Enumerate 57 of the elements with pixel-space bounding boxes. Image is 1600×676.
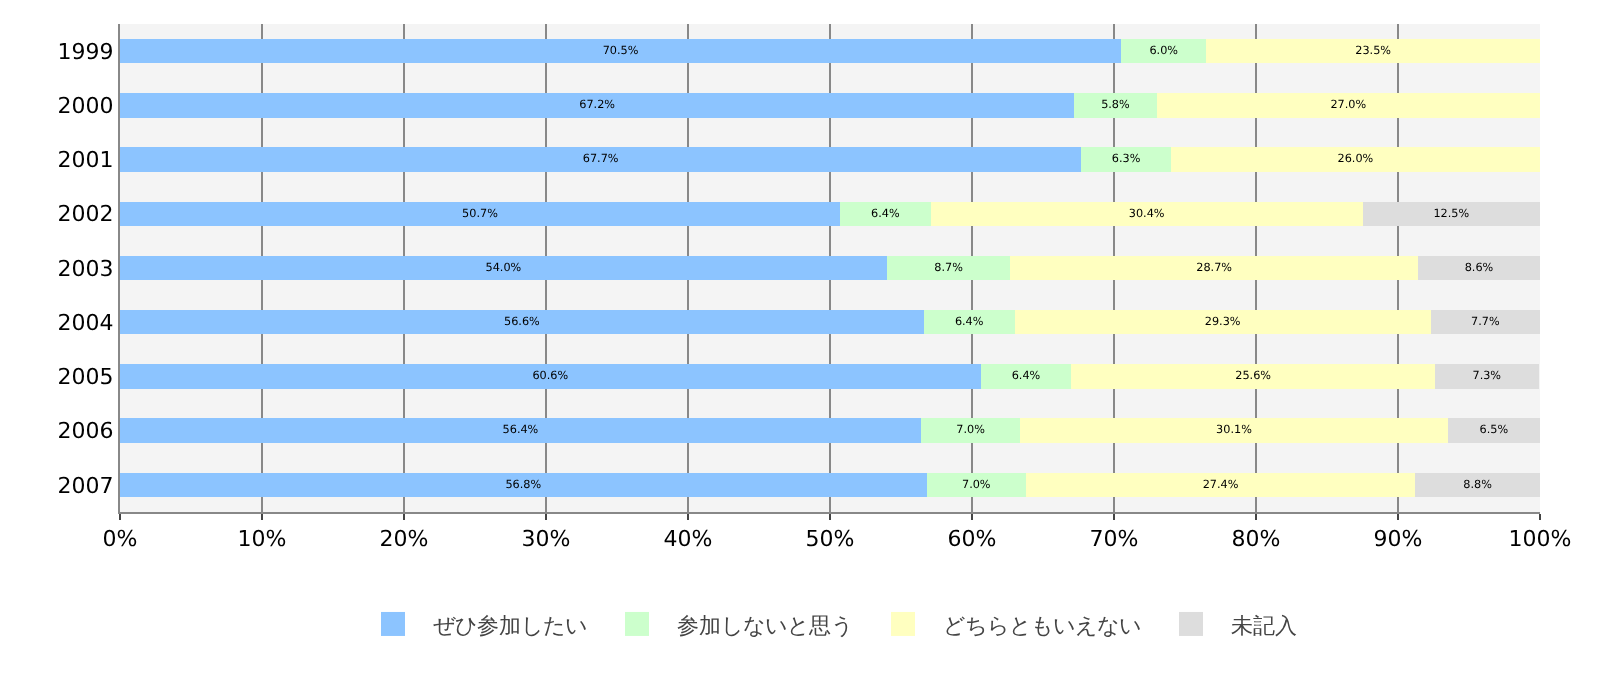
x-tick-label: 50% (805, 526, 855, 553)
bar (1081, 147, 1171, 172)
bar (1156, 93, 1540, 118)
x-tick-label: 0% (102, 526, 138, 553)
bar (980, 364, 1072, 389)
x-tick-label: 20% (379, 526, 429, 553)
bar (1362, 201, 1540, 226)
bar (120, 93, 1075, 118)
y-tick-label: 2004 (57, 309, 114, 336)
bar (120, 418, 921, 443)
x-tick-label: 60% (947, 526, 997, 553)
x-tick-label: 30% (521, 526, 571, 553)
bar (120, 472, 927, 498)
bar (930, 201, 1363, 226)
bar (120, 147, 1082, 172)
legend-label: どちらともいえない (943, 612, 1141, 639)
bar (926, 472, 1026, 498)
bar (1447, 418, 1540, 443)
bar (1417, 255, 1540, 281)
bar (120, 38, 1122, 64)
y-tick-label: 2001 (57, 147, 114, 174)
bar (920, 418, 1021, 443)
bar (1074, 93, 1157, 118)
bar (839, 201, 931, 226)
bar (1014, 310, 1431, 335)
bar (1020, 418, 1448, 443)
x-tick-label: 80% (1231, 526, 1281, 553)
y-tick-label: 2007 (57, 472, 114, 499)
legend-label: 未記入 (1231, 612, 1297, 639)
bar (1170, 147, 1540, 172)
y-tick-label: 1999 (57, 38, 114, 65)
x-tick-label: 90% (1373, 526, 1423, 553)
bar (120, 364, 981, 389)
x-tick-label: 70% (1089, 526, 1139, 553)
y-tick-label: 2006 (57, 418, 114, 445)
bar (120, 310, 924, 335)
legend-label: ぜひ参加したい (433, 612, 587, 639)
y-tick-label: 2002 (57, 201, 114, 228)
x-tick-label: 40% (663, 526, 713, 553)
y-tick-label: 2005 (57, 364, 114, 391)
bar (1010, 255, 1418, 281)
y-tick-label: 2000 (57, 93, 114, 120)
bar (1206, 38, 1540, 64)
legend-label: 参加しないと思う (677, 612, 853, 639)
bar (923, 310, 1015, 335)
bar (1025, 472, 1416, 498)
bar (1121, 38, 1207, 64)
y-tick-label: 2003 (57, 255, 114, 282)
bar (1430, 310, 1540, 335)
bar (886, 255, 1011, 281)
x-tick-label: 100% (1508, 526, 1572, 553)
bar (1434, 364, 1539, 389)
bar (120, 201, 840, 226)
bar (1071, 364, 1435, 389)
bar (120, 255, 887, 281)
bar (1415, 472, 1540, 498)
x-tick-label: 10% (237, 526, 287, 553)
